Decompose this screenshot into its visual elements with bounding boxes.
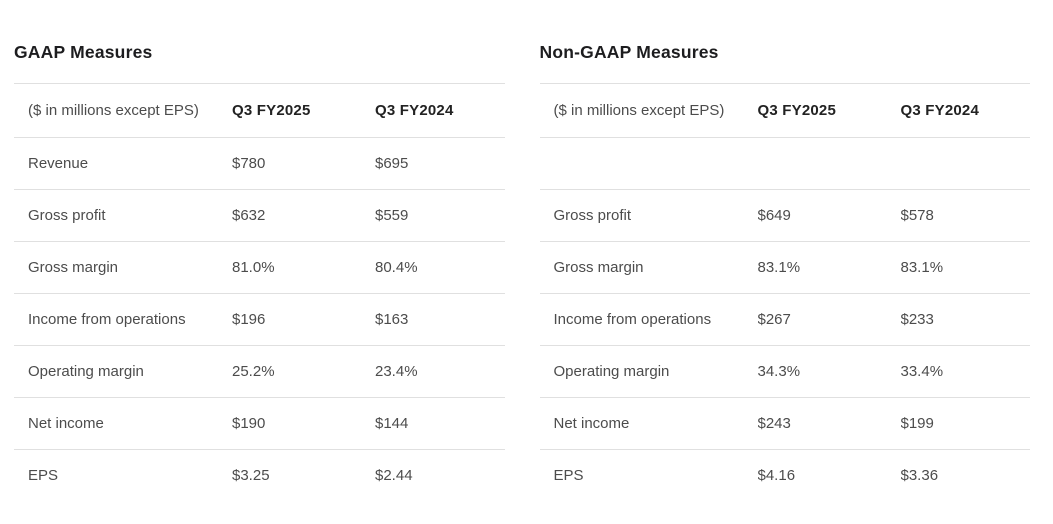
table-row: EPS $3.25 $2.44 xyxy=(14,449,505,501)
value-q3fy2024: $233 xyxy=(900,311,934,328)
value-q3fy2025: 83.1% xyxy=(757,259,801,276)
value-q3fy2025: $267 xyxy=(757,311,791,328)
non-gaap-measures-table: ($ in millions except EPS) Q3 FY2025 Q3 … xyxy=(539,83,1030,501)
value-q3fy2025: 34.3% xyxy=(757,363,801,380)
value-q3fy2024: $3.36 xyxy=(900,467,939,484)
value-q3fy2025: 81.0% xyxy=(232,259,275,276)
value-q3fy2024: $559 xyxy=(375,207,409,224)
value-q3fy2024: 80.4% xyxy=(375,259,418,276)
value-q3fy2025: $632 xyxy=(232,207,266,224)
value-q3fy2024: $144 xyxy=(375,415,409,432)
value-q3fy2024: $199 xyxy=(900,415,934,432)
value-q3fy2025: $243 xyxy=(757,415,791,432)
value-q3fy2025: $196 xyxy=(232,311,266,328)
table-row: Gross profit $649 $578 xyxy=(539,189,1030,241)
row-label: Net income xyxy=(28,415,104,432)
column-header-q3fy2025: Q3 FY2025 xyxy=(232,102,311,119)
value-q3fy2024: 83.1% xyxy=(900,259,944,276)
non-gaap-table-title: Non-GAAP Measures xyxy=(539,42,719,62)
row-label: EPS xyxy=(28,467,59,484)
unit-note: ($ in millions except EPS) xyxy=(553,102,725,119)
non-gaap-measures-section: Non-GAAP Measures ($ in millions except … xyxy=(539,0,1030,501)
table-row: EPS $4.16 $3.36 xyxy=(539,449,1030,501)
row-label: EPS xyxy=(553,467,584,484)
column-header-q3fy2025: Q3 FY2025 xyxy=(757,102,837,119)
value-q3fy2024: $2.44 xyxy=(375,467,413,484)
value-q3fy2025: $649 xyxy=(757,207,791,224)
row-label: Gross profit xyxy=(28,207,106,224)
row-label: Gross margin xyxy=(28,259,119,276)
table-row: Income from operations $196 $163 xyxy=(14,293,505,345)
value-q3fy2024: $163 xyxy=(375,311,409,328)
table-row: Net income $190 $144 xyxy=(14,397,505,449)
row-label: Net income xyxy=(553,415,630,432)
row-label: Operating margin xyxy=(28,363,144,380)
table-row: Revenue $780 $695 xyxy=(14,137,505,189)
table-row: Gross margin 83.1% 83.1% xyxy=(539,241,1030,293)
table-row: Income from operations $267 $233 xyxy=(539,293,1030,345)
row-label: Operating margin xyxy=(553,363,670,380)
financial-results-page: GAAP Measures ($ in millions except EPS)… xyxy=(14,0,1030,501)
table-row: Gross margin 81.0% 80.4% xyxy=(14,241,505,293)
table-row: Net income $243 $199 xyxy=(539,397,1030,449)
row-label: Income from operations xyxy=(28,311,186,328)
gaap-measures-section: GAAP Measures ($ in millions except EPS)… xyxy=(14,0,505,501)
table-header-row: ($ in millions except EPS) Q3 FY2025 Q3 … xyxy=(14,83,505,137)
table-header-row: ($ in millions except EPS) Q3 FY2025 Q3 … xyxy=(539,83,1030,137)
gaap-table-title: GAAP Measures xyxy=(14,42,153,62)
row-label: Income from operations xyxy=(553,311,712,328)
value-q3fy2025: $190 xyxy=(232,415,266,432)
table-row: Gross profit $632 $559 xyxy=(14,189,505,241)
column-header-q3fy2024: Q3 FY2024 xyxy=(375,102,454,119)
value-q3fy2024: 33.4% xyxy=(900,363,944,380)
row-label: Revenue xyxy=(28,155,89,172)
value-q3fy2024: $695 xyxy=(375,155,409,172)
table-row-empty xyxy=(539,137,1030,189)
gaap-measures-table: ($ in millions except EPS) Q3 FY2025 Q3 … xyxy=(14,83,505,501)
column-header-q3fy2024: Q3 FY2024 xyxy=(900,102,980,119)
row-label: Gross profit xyxy=(553,207,632,224)
value-q3fy2024: 23.4% xyxy=(375,363,418,380)
value-q3fy2025: 25.2% xyxy=(232,363,275,380)
unit-note: ($ in millions except EPS) xyxy=(28,102,199,119)
value-q3fy2025: $3.25 xyxy=(232,467,270,484)
table-row: Operating margin 25.2% 23.4% xyxy=(14,345,505,397)
value-q3fy2024: $578 xyxy=(900,207,934,224)
value-q3fy2025: $4.16 xyxy=(757,467,796,484)
row-label: Gross margin xyxy=(553,259,644,276)
table-row: Operating margin 34.3% 33.4% xyxy=(539,345,1030,397)
value-q3fy2025: $780 xyxy=(232,155,266,172)
